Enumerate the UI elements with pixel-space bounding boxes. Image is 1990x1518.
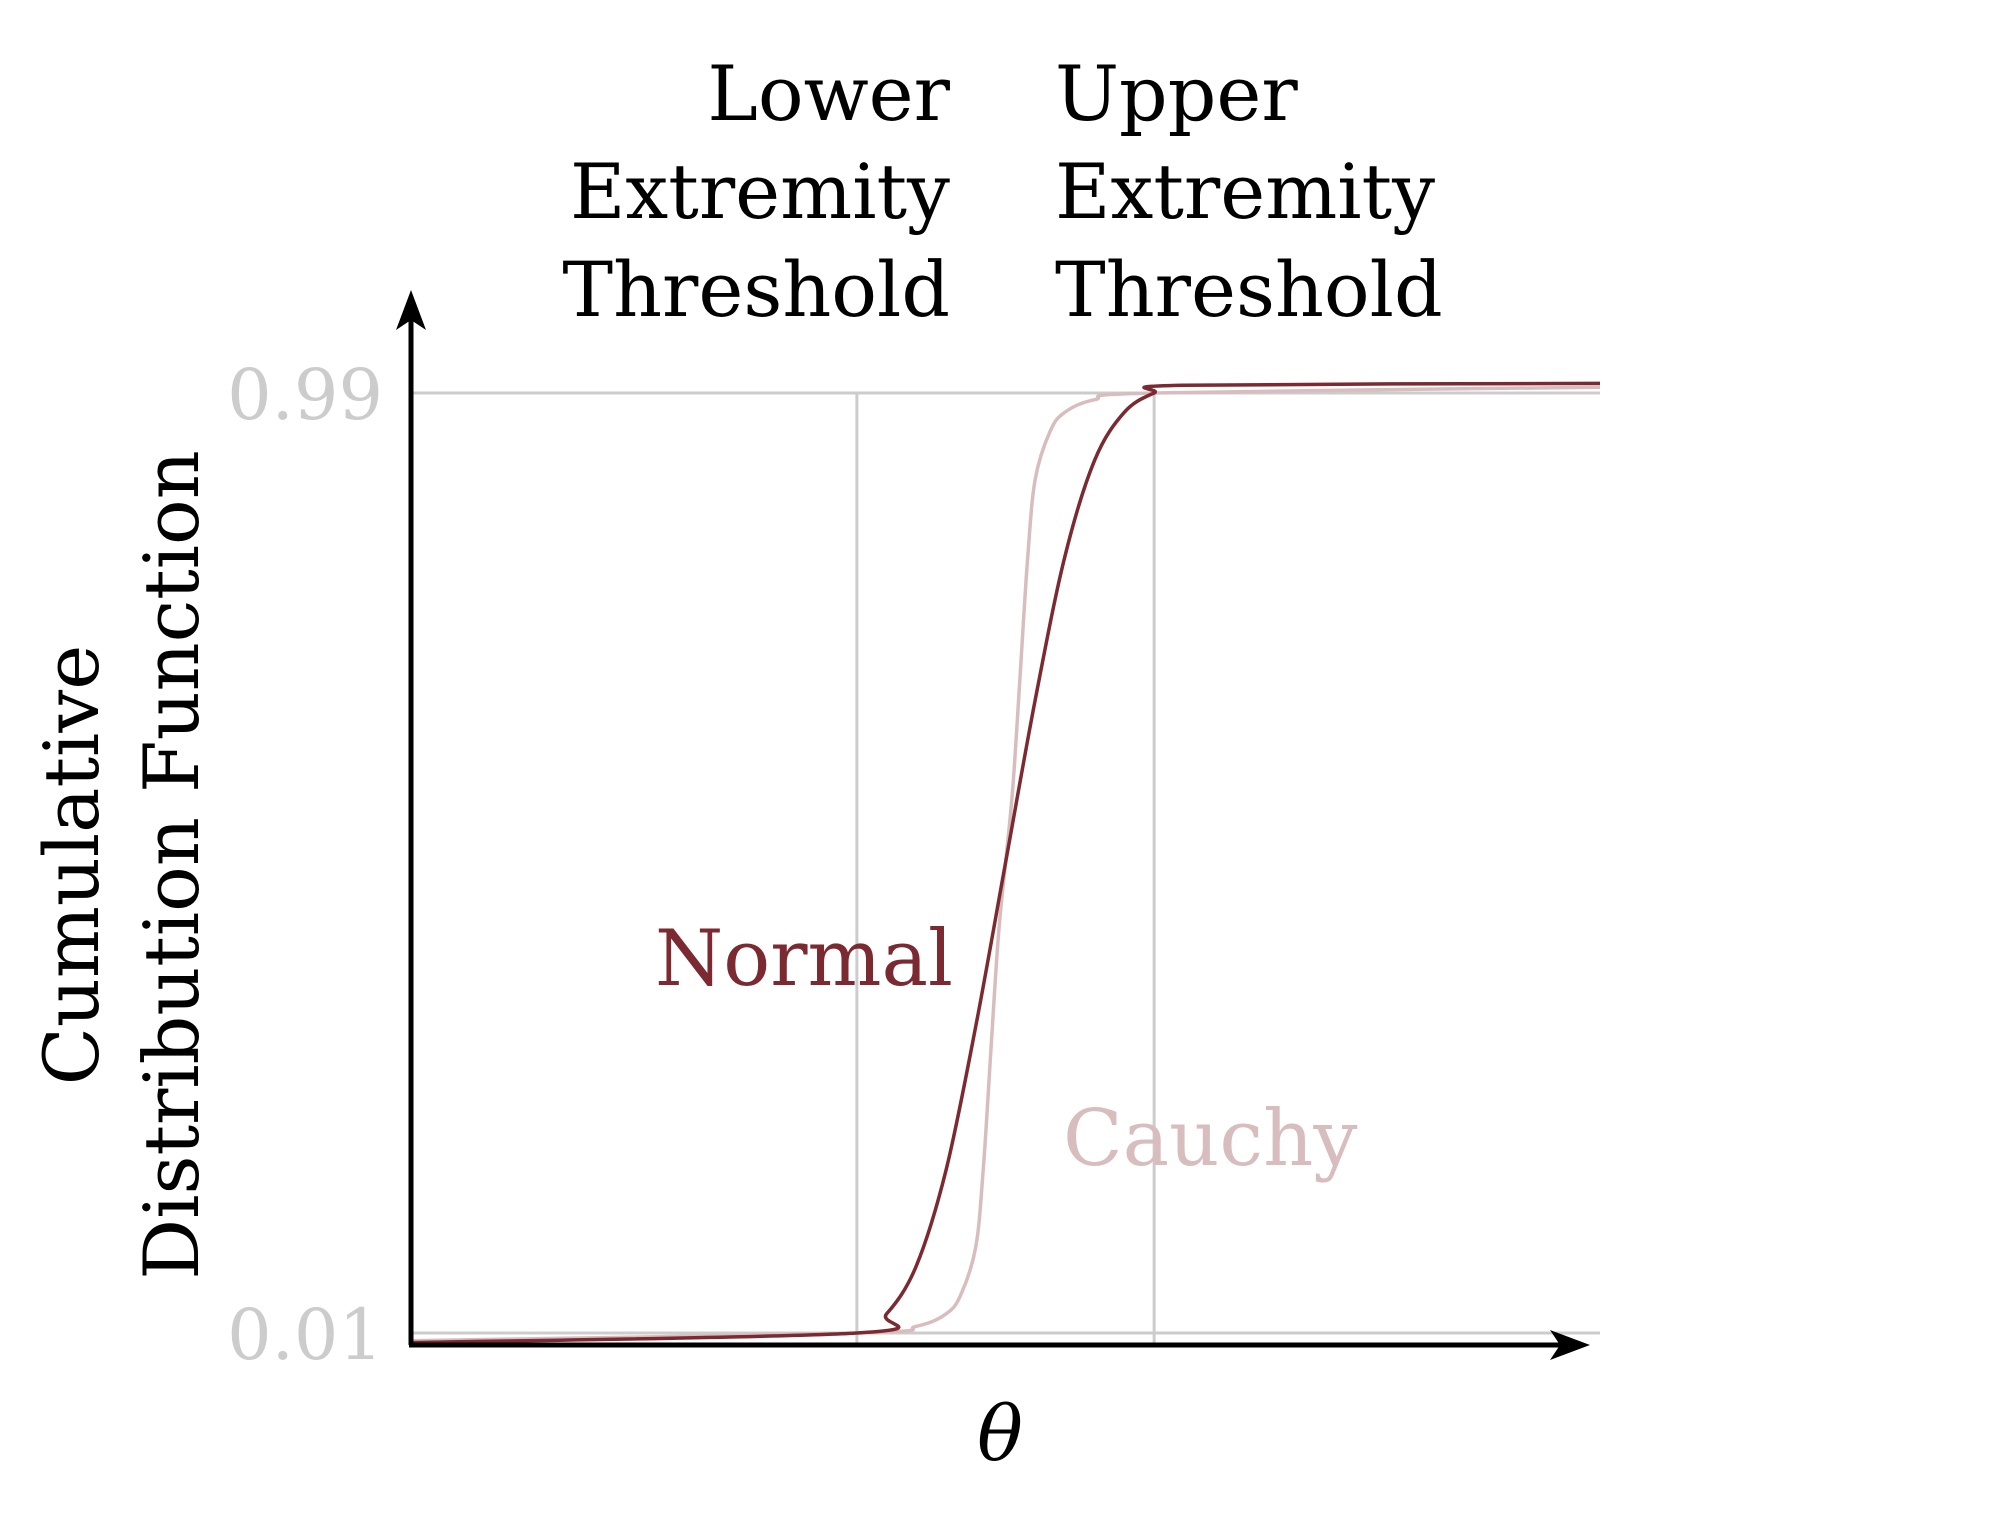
y-tick-label-0: 0.99: [227, 354, 383, 436]
threshold-label-0-line-0: Lower: [707, 49, 950, 138]
threshold-label-0-line-1: Extremity: [570, 147, 950, 236]
grid-lines: [411, 391, 1600, 1345]
y-tick-label-1: 0.01: [227, 1294, 383, 1376]
threshold-label-0-line-2: Threshold: [562, 245, 950, 334]
y-axis-label-line-0: Cumulative: [27, 645, 116, 1086]
series-label-normal: Normal: [655, 914, 953, 1004]
threshold-label-1-line-0: Upper: [1055, 49, 1298, 138]
threshold-label-1-line-1: Extremity: [1055, 147, 1435, 236]
x-axis-arrow-icon: [1550, 1330, 1590, 1360]
y-axis-arrow-icon: [396, 290, 426, 330]
series-lines: [410, 381, 1601, 1345]
series-line-normal: [410, 381, 1601, 1345]
series-label-cauchy: Cauchy: [1063, 1094, 1357, 1184]
x-axis-label: θ: [977, 1389, 1023, 1478]
axes: [396, 290, 1590, 1360]
labels: 0.99 0.01 Lower Extremity Threshold Upper Extr…: [27, 49, 1443, 1478]
threshold-label-1-line-2: Threshold: [1055, 245, 1443, 334]
y-axis-label-line-1: Distribution Function: [127, 450, 216, 1279]
